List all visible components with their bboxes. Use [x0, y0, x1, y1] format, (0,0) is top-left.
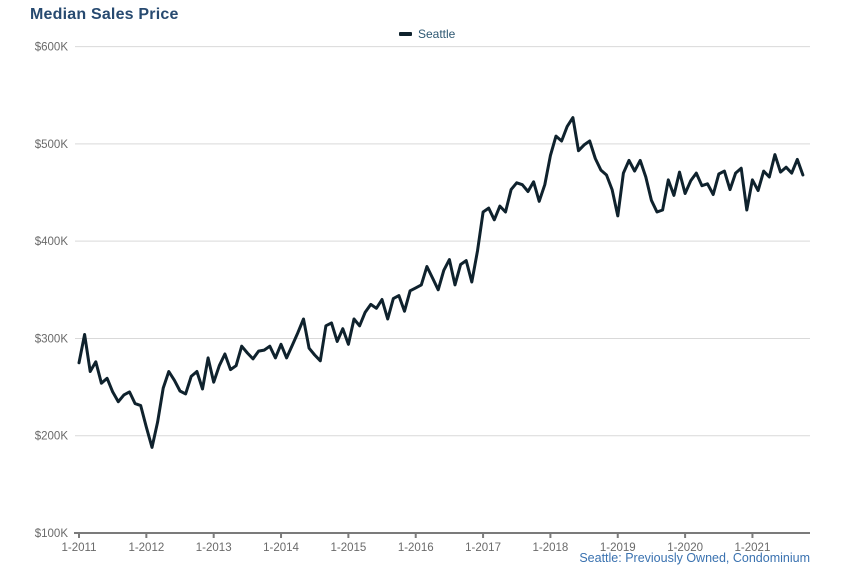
x-axis-label-1-2016: 1-2016 [398, 542, 434, 554]
x-axis-label-1-2012: 1-2012 [128, 542, 164, 554]
y-axis-label-500k: $500K [35, 139, 69, 151]
x-axis-label-1-2021: 1-2021 [735, 542, 771, 554]
x-axis-label-1-2014: 1-2014 [263, 542, 299, 554]
x-axis-label-1-2019: 1-2019 [600, 542, 636, 554]
y-axis-label-100k: $100K [35, 528, 69, 540]
x-axis-label-1-2013: 1-2013 [196, 542, 232, 554]
x-axis-label-1-2011: 1-2011 [62, 542, 97, 554]
y-axis-label-600k: $600K [35, 42, 69, 54]
legend: Seattle [399, 27, 455, 41]
price-line-seattle [77, 116, 805, 449]
legend-label: Seattle [418, 27, 456, 41]
legend-line-swatch [399, 32, 412, 36]
y-axis-label-300k: $300K [35, 333, 69, 345]
x-axis-label-1-2020: 1-2020 [667, 542, 703, 554]
x-axis-label-1-2015: 1-2015 [330, 542, 366, 554]
y-axis-label-400k: $400K [35, 236, 69, 248]
chart-title: Median Sales Price [30, 6, 179, 23]
source-caption: Seattle: Previously Owned, Condominium [579, 551, 810, 565]
y-axis-label-200k: $200K [35, 431, 69, 443]
x-axis-label-1-2017: 1-2017 [465, 542, 501, 554]
x-axis-label-1-2018: 1-2018 [533, 542, 569, 554]
